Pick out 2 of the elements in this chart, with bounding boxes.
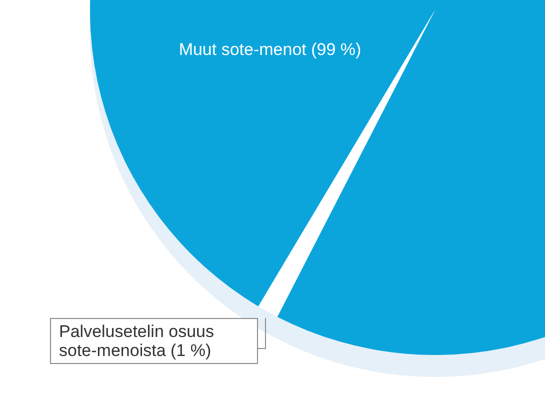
slice-label: Muut sote-menot (99 %) xyxy=(178,40,362,59)
slice-label: Palvelusetelin osuus sote-menoista (1 %) xyxy=(50,318,258,364)
